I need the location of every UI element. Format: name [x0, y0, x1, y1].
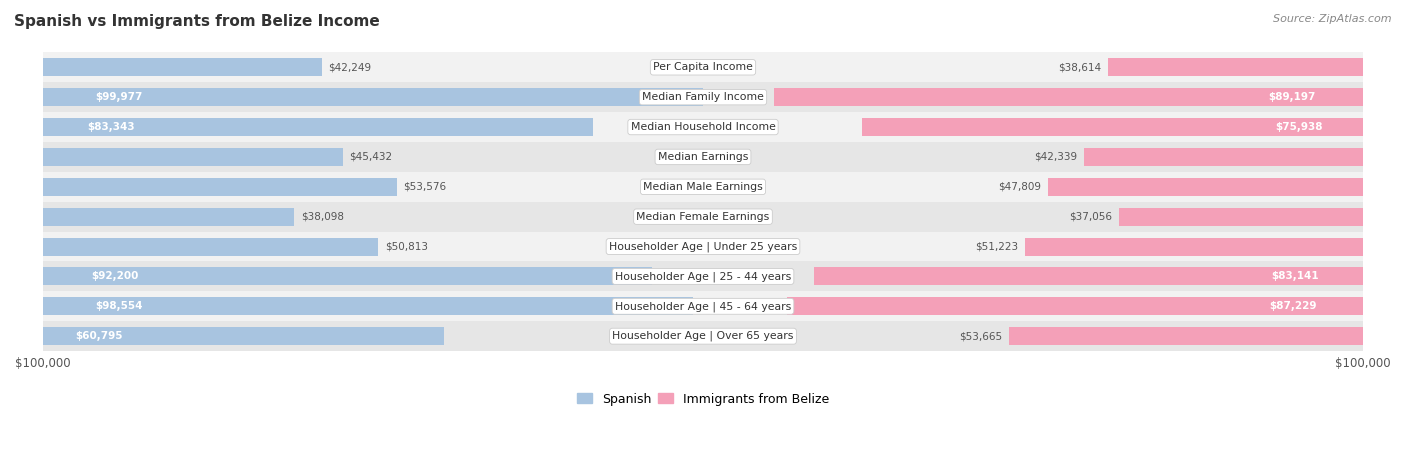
Text: $50,813: $50,813: [385, 241, 427, 252]
Text: Householder Age | 25 - 44 years: Householder Age | 25 - 44 years: [614, 271, 792, 282]
Text: $98,554: $98,554: [94, 301, 142, 311]
Text: $38,614: $38,614: [1059, 62, 1102, 72]
Bar: [42, 238, 378, 255]
Text: Median Family Income: Median Family Income: [643, 92, 763, 102]
Bar: [1084, 148, 1364, 166]
Bar: [42, 148, 343, 166]
Text: Median Earnings: Median Earnings: [658, 152, 748, 162]
Bar: [1047, 178, 1364, 196]
Text: Householder Age | Under 25 years: Householder Age | Under 25 years: [609, 241, 797, 252]
Text: $99,977: $99,977: [96, 92, 143, 102]
Bar: [42, 327, 444, 345]
Bar: [42, 118, 593, 136]
Text: $87,229: $87,229: [1270, 301, 1317, 311]
Bar: [42, 232, 1364, 262]
Bar: [42, 202, 1364, 232]
Text: Source: ZipAtlas.com: Source: ZipAtlas.com: [1274, 14, 1392, 24]
Text: $83,343: $83,343: [87, 122, 135, 132]
Text: $47,809: $47,809: [998, 182, 1040, 192]
Text: $92,200: $92,200: [91, 271, 139, 282]
Bar: [42, 291, 1364, 321]
Bar: [42, 208, 294, 226]
Bar: [42, 58, 322, 76]
Bar: [42, 52, 1364, 82]
Bar: [42, 178, 396, 196]
Bar: [814, 268, 1364, 285]
Bar: [42, 297, 693, 315]
Bar: [42, 172, 1364, 202]
Bar: [1108, 58, 1364, 76]
Text: $42,339: $42,339: [1033, 152, 1077, 162]
Text: $53,576: $53,576: [404, 182, 446, 192]
Text: $60,795: $60,795: [75, 331, 122, 341]
Text: Householder Age | Over 65 years: Householder Age | Over 65 years: [612, 331, 794, 341]
Bar: [42, 82, 1364, 112]
Bar: [775, 88, 1364, 106]
Text: $37,056: $37,056: [1069, 212, 1112, 222]
Text: $83,141: $83,141: [1271, 271, 1319, 282]
Text: Median Household Income: Median Household Income: [630, 122, 776, 132]
Bar: [42, 142, 1364, 172]
Bar: [1119, 208, 1364, 226]
Legend: Spanish, Immigrants from Belize: Spanish, Immigrants from Belize: [572, 388, 834, 410]
Text: Householder Age | 45 - 64 years: Householder Age | 45 - 64 years: [614, 301, 792, 311]
Bar: [862, 118, 1364, 136]
Text: $53,665: $53,665: [959, 331, 1002, 341]
Text: $42,249: $42,249: [329, 62, 371, 72]
Text: $75,938: $75,938: [1275, 122, 1323, 132]
Text: Median Male Earnings: Median Male Earnings: [643, 182, 763, 192]
Bar: [42, 321, 1364, 351]
Bar: [42, 268, 651, 285]
Bar: [1025, 238, 1364, 255]
Text: Median Female Earnings: Median Female Earnings: [637, 212, 769, 222]
Bar: [1010, 327, 1364, 345]
Text: Spanish vs Immigrants from Belize Income: Spanish vs Immigrants from Belize Income: [14, 14, 380, 29]
Bar: [787, 297, 1364, 315]
Text: $38,098: $38,098: [301, 212, 344, 222]
Text: $45,432: $45,432: [349, 152, 392, 162]
Text: $89,197: $89,197: [1268, 92, 1316, 102]
Bar: [42, 88, 703, 106]
Text: $51,223: $51,223: [976, 241, 1018, 252]
Text: Per Capita Income: Per Capita Income: [652, 62, 754, 72]
Bar: [42, 112, 1364, 142]
Bar: [42, 262, 1364, 291]
